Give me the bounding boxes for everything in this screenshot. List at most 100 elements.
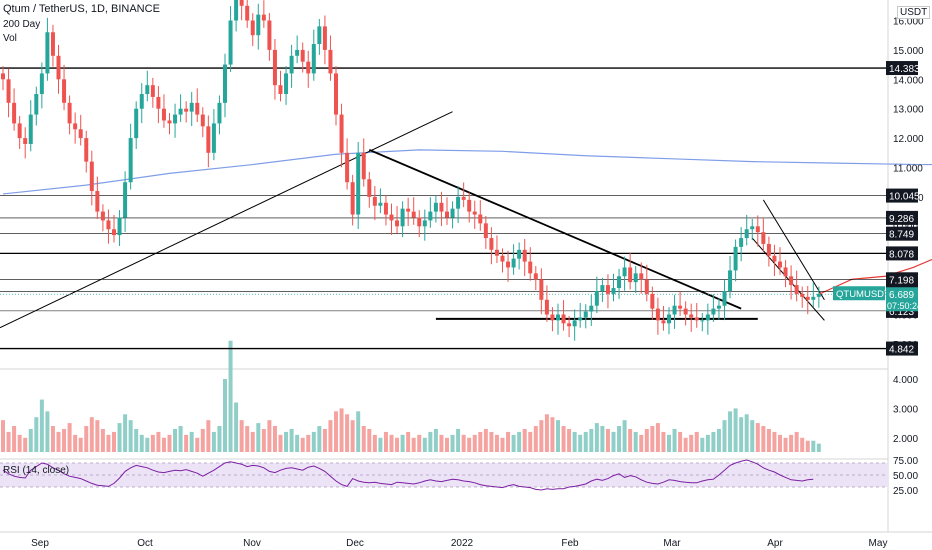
volume-bar	[367, 428, 372, 452]
rsi-pane	[0, 459, 888, 491]
volume-bar	[328, 420, 333, 452]
volume-bar	[383, 431, 388, 452]
volume-bar	[150, 434, 155, 452]
volume-bar	[439, 434, 444, 452]
candle-body	[522, 249, 527, 262]
countdown-label: 07:50:24	[887, 301, 922, 311]
volume-bar	[378, 437, 383, 452]
candle-body	[722, 290, 727, 306]
candle-body	[350, 182, 355, 215]
candle-body	[450, 208, 455, 218]
volume-bar	[28, 428, 33, 452]
candle-body	[328, 49, 333, 74]
candle-body	[378, 202, 383, 206]
volume-bar	[583, 431, 588, 452]
volume-bar	[655, 423, 660, 452]
volume-bar	[161, 437, 166, 452]
candle-body	[239, 0, 244, 6]
candle-body	[62, 79, 67, 103]
candle-body	[494, 249, 499, 256]
volume-bar	[84, 426, 89, 452]
time-tick-label: Mar	[663, 538, 681, 549]
volume-bar	[211, 431, 216, 452]
rsi-line	[2, 459, 814, 491]
volume-bar	[167, 434, 172, 452]
level-tag-label: 4.842	[889, 345, 914, 356]
price-tick-label: 12.000	[893, 134, 924, 145]
volume-bar	[361, 426, 366, 452]
candle-body	[800, 293, 805, 297]
volume-bar	[317, 426, 322, 452]
volume-bar	[139, 434, 144, 452]
price-tick-label: 3.000	[893, 404, 918, 415]
candle-body	[655, 308, 660, 321]
candle-body	[728, 270, 733, 291]
candle-body	[766, 243, 771, 256]
volume-bar	[234, 402, 239, 452]
volume-bar	[733, 408, 738, 452]
level-tag	[886, 61, 918, 76]
candle-body	[461, 196, 466, 200]
volume-bar	[772, 431, 777, 452]
volume-bar	[228, 340, 233, 452]
volume-bar	[272, 426, 277, 452]
level-tag	[886, 226, 918, 241]
time-tick-label: Apr	[767, 538, 783, 549]
candle-body	[95, 191, 100, 212]
volume-bar	[533, 426, 538, 452]
rising-support-line	[0, 111, 453, 329]
volume-bar	[339, 408, 344, 452]
volume-bar	[112, 431, 116, 452]
ticker-tag-label: QTUMUSDT	[836, 289, 890, 300]
volume-bar	[261, 428, 266, 452]
candle-body	[84, 138, 89, 162]
volume-bar	[256, 423, 261, 452]
candle-body	[123, 182, 128, 218]
last-price-label: 6.689	[889, 290, 914, 301]
volume-bar	[433, 428, 438, 452]
volume-bar	[594, 423, 599, 452]
candle-body	[317, 26, 322, 45]
volume-bar	[39, 399, 44, 452]
volume-bar	[95, 420, 100, 452]
candle-body	[739, 238, 744, 247]
volume-bar	[106, 434, 111, 452]
volume-bar	[12, 426, 17, 452]
candle-body	[778, 261, 782, 268]
candles	[1, 0, 821, 341]
candle-body	[234, 0, 239, 21]
volume-bar	[783, 437, 788, 452]
candle-body	[583, 311, 588, 318]
candle-body	[367, 179, 372, 197]
volume-bar	[78, 437, 83, 452]
volume-bar	[489, 431, 494, 452]
time-tick-label: May	[869, 538, 888, 549]
candle-body	[628, 267, 633, 283]
candle-body	[389, 214, 394, 221]
volume-bar	[350, 420, 355, 452]
volume-bar	[472, 434, 477, 452]
price-tick-label: 16.000	[893, 17, 924, 28]
ma-200-line	[2, 149, 932, 195]
volume-bar	[483, 428, 488, 452]
candle-body	[395, 220, 400, 227]
candle-body	[467, 199, 472, 212]
volume-bar	[722, 420, 727, 452]
candle-body	[322, 26, 327, 50]
candle-body	[156, 96, 161, 109]
candle-body	[633, 273, 638, 283]
level-tag	[886, 341, 918, 356]
candle-body	[306, 61, 311, 74]
candle-body	[17, 123, 22, 139]
candle-body	[611, 288, 616, 294]
candle-body	[311, 44, 316, 74]
candle-body	[755, 226, 760, 233]
candle-body	[678, 305, 683, 309]
time-tick-label: Sep	[31, 538, 49, 549]
candle-body	[705, 314, 710, 321]
candle-body	[206, 126, 211, 153]
candle-body	[439, 202, 444, 212]
volume-bar	[650, 426, 655, 452]
volume-bar	[744, 414, 749, 452]
